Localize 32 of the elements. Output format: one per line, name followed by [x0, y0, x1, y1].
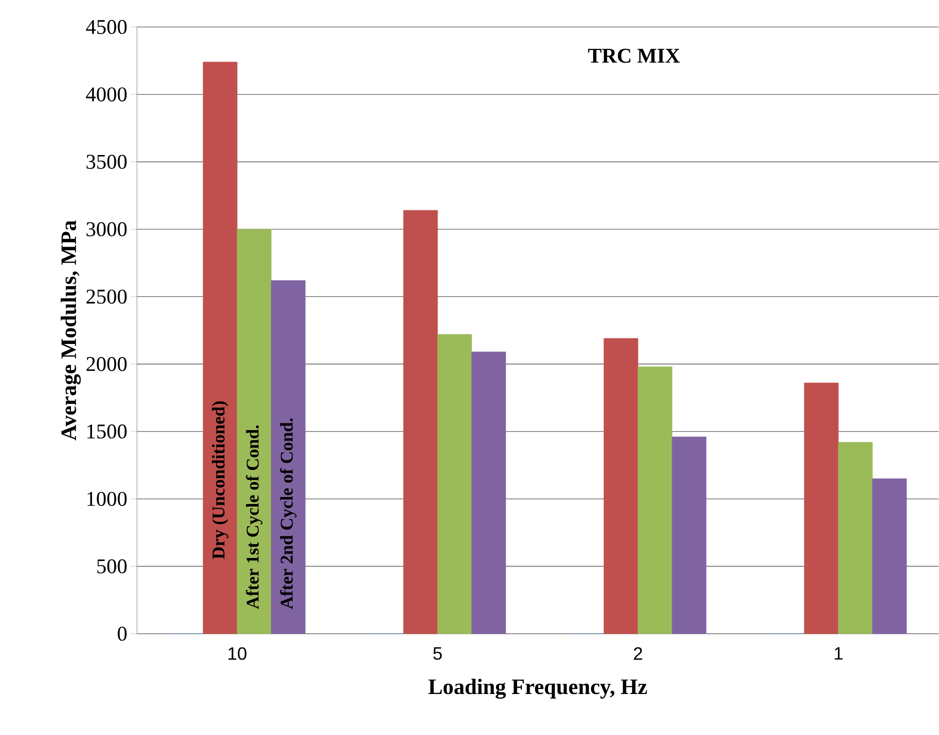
x-tick-label: 5: [433, 647, 442, 660]
bar: [838, 442, 873, 634]
y-tick-label: 1000: [87, 492, 127, 506]
bar: [872, 478, 907, 634]
series-label: Dry (Unconditioned): [212, 401, 228, 560]
y-tick-label: 2000: [86, 357, 127, 372]
y-tick-label: 3000: [86, 222, 127, 236]
bar: [471, 352, 506, 634]
y-tick-label: 4500: [86, 20, 127, 34]
bar: [604, 338, 638, 634]
bar: [403, 210, 438, 634]
y-tick-label: 4000: [86, 87, 127, 102]
y-tick-label: 500: [97, 559, 127, 574]
x-tick-label: 2: [634, 647, 642, 660]
bar: [638, 366, 672, 634]
y-tick-label: 3500: [86, 154, 127, 170]
bar: [437, 334, 472, 634]
y-axis-title: Average Modulus, MPa: [60, 220, 81, 441]
x-tick-label: 1: [834, 647, 843, 660]
bar: [236, 229, 272, 634]
series-label: After 2nd Cycle of Cond.: [280, 418, 297, 610]
y-tick-label: 2500: [86, 290, 127, 304]
bar: [271, 280, 306, 634]
x-axis-title: Loading Frequency, Hz: [428, 678, 647, 699]
y-tick-label: 1500: [87, 424, 127, 439]
series-label: After 1st Cycle of Cond.: [246, 426, 262, 610]
x-tick-label: 10: [228, 647, 246, 660]
bar: [672, 436, 706, 634]
y-tick-label: 0: [118, 626, 127, 641]
text: TRC MIX: [588, 48, 680, 63]
bar: [804, 382, 839, 634]
bar: [202, 62, 238, 634]
